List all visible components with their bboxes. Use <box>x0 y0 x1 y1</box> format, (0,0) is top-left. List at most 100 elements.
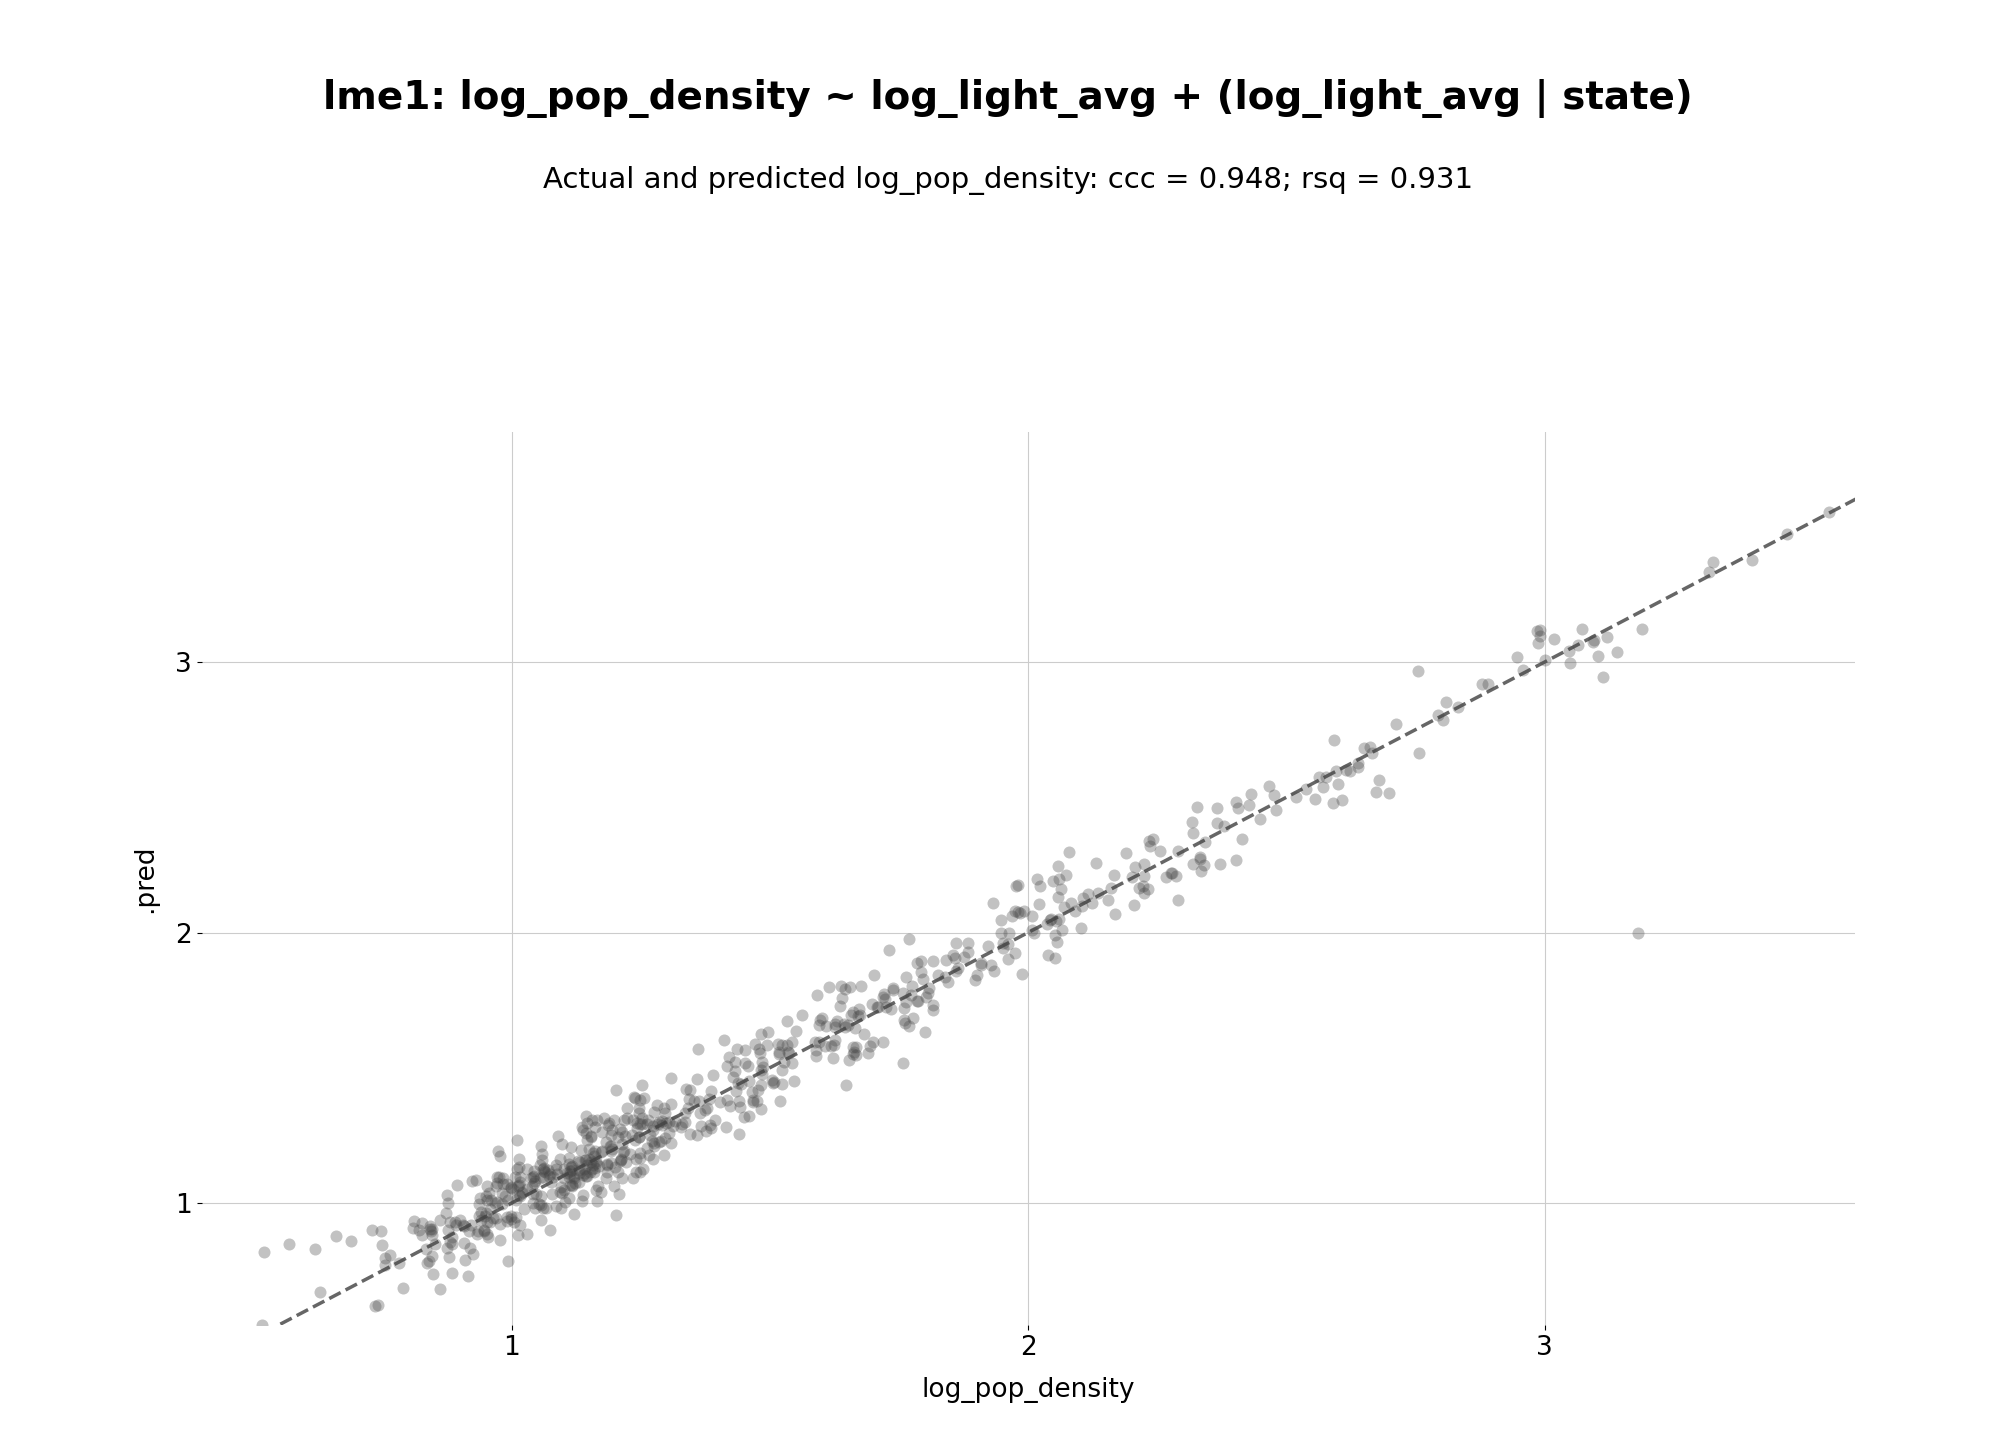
Point <box>335 1230 367 1253</box>
Point <box>573 1138 605 1161</box>
Point <box>1127 881 1159 904</box>
Point <box>633 1143 665 1166</box>
Point <box>581 1149 613 1172</box>
Point <box>1357 742 1389 765</box>
Point <box>456 1214 488 1237</box>
Point <box>579 1145 611 1168</box>
Point <box>542 1125 575 1148</box>
Point <box>939 932 972 955</box>
Point <box>665 1116 698 1139</box>
Point <box>873 939 905 962</box>
Point <box>758 1071 790 1094</box>
Point <box>504 1148 536 1171</box>
Point <box>746 1073 778 1096</box>
Point <box>1403 742 1435 765</box>
Point <box>486 1166 518 1189</box>
Point <box>540 1162 573 1185</box>
Point <box>591 1152 623 1175</box>
Point <box>1042 907 1075 930</box>
Point <box>776 1031 808 1054</box>
Point <box>589 1107 621 1130</box>
Point <box>1002 873 1034 896</box>
Point <box>762 1032 794 1056</box>
Point <box>708 1028 740 1051</box>
Point <box>556 1155 589 1178</box>
Point <box>1202 796 1234 819</box>
Point <box>1119 855 1151 878</box>
Point <box>552 1165 585 1188</box>
Point <box>619 1129 651 1152</box>
Point <box>1008 900 1040 923</box>
Point <box>750 1034 782 1057</box>
Point <box>597 1109 629 1132</box>
Point <box>734 1104 766 1128</box>
Point <box>704 1090 736 1113</box>
Point <box>1175 811 1208 834</box>
Point <box>502 1174 534 1197</box>
Point <box>673 1079 706 1102</box>
Point <box>494 1176 526 1200</box>
Point <box>498 1165 530 1188</box>
Point <box>512 1223 544 1246</box>
Point <box>472 1188 504 1211</box>
Point <box>1220 791 1252 814</box>
Point <box>1562 634 1595 657</box>
Point <box>579 1156 611 1179</box>
Point <box>778 1070 810 1093</box>
Point <box>1042 867 1075 890</box>
Point <box>246 1313 278 1336</box>
Point <box>577 1158 609 1181</box>
Point <box>1347 737 1379 760</box>
Point <box>1111 841 1143 864</box>
Point <box>1000 899 1032 922</box>
Point <box>528 1159 560 1182</box>
Point <box>526 1194 558 1217</box>
Point <box>494 1204 526 1227</box>
Point <box>603 1125 635 1148</box>
Point <box>857 1031 889 1054</box>
Point <box>736 1080 768 1103</box>
Point <box>1522 631 1554 654</box>
Point <box>566 1189 599 1212</box>
Point <box>470 1184 502 1207</box>
Point <box>1161 840 1193 863</box>
Point <box>1697 550 1730 573</box>
Point <box>460 1169 492 1192</box>
Point <box>649 1126 681 1149</box>
Point <box>937 943 970 966</box>
Point <box>554 1135 587 1158</box>
Point <box>571 1104 603 1128</box>
Point <box>476 1188 508 1211</box>
Point <box>482 1140 514 1164</box>
Point <box>746 1063 778 1086</box>
Point <box>669 1077 702 1100</box>
Point <box>544 1175 577 1198</box>
Point <box>486 1192 518 1215</box>
Point <box>516 1166 548 1189</box>
Point <box>764 1040 796 1063</box>
Point <box>1064 917 1097 940</box>
Point <box>887 996 919 1020</box>
Point <box>996 904 1028 927</box>
Point <box>433 1230 466 1253</box>
Point <box>591 1161 623 1184</box>
Point <box>1466 672 1498 696</box>
Point <box>558 1165 591 1188</box>
Point <box>437 1211 470 1234</box>
Point <box>1038 924 1070 948</box>
Point <box>472 1223 504 1246</box>
Point <box>448 1231 480 1254</box>
Point <box>405 1211 437 1234</box>
Point <box>474 1210 506 1233</box>
Point <box>518 1191 550 1214</box>
Point <box>585 1181 617 1204</box>
Point <box>1208 815 1240 838</box>
Point <box>615 1123 647 1146</box>
Point <box>470 1205 502 1228</box>
Point <box>730 1051 762 1074</box>
Point <box>829 978 861 1001</box>
Point <box>534 1218 566 1241</box>
Point <box>607 1132 639 1155</box>
Point <box>887 982 919 1005</box>
Point <box>1159 864 1191 887</box>
